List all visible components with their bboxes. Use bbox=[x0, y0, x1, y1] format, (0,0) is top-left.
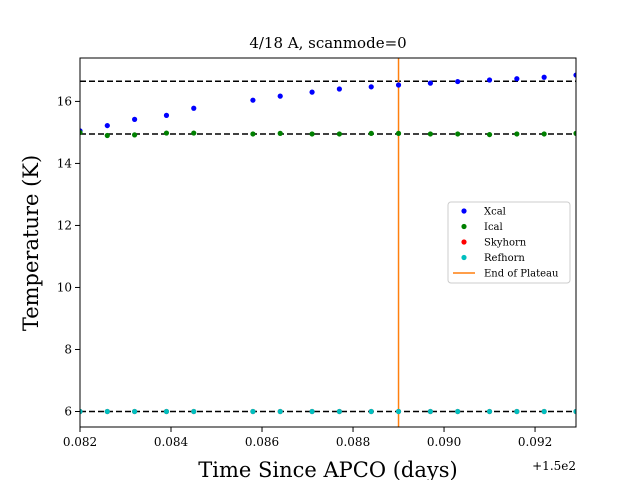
refhorn-point bbox=[395, 408, 402, 415]
ical-point bbox=[277, 130, 283, 136]
ical-point bbox=[104, 132, 110, 139]
refhorn-point bbox=[573, 408, 576, 415]
xcal-point bbox=[573, 72, 576, 78]
y-tick-label: 6 bbox=[64, 404, 72, 418]
xcal-point bbox=[191, 105, 197, 111]
refhorn-point bbox=[455, 408, 461, 415]
refhorn-point bbox=[191, 408, 197, 415]
y-axis: 6 8 10 12 14 16 bbox=[57, 94, 80, 418]
xcal-point bbox=[163, 112, 170, 118]
xcal-point bbox=[368, 84, 374, 90]
refhorn-point bbox=[336, 408, 342, 415]
legend-marker bbox=[461, 254, 467, 261]
legend-label: Refhorn bbox=[484, 253, 525, 264]
ical-point bbox=[336, 131, 342, 137]
xcal-point bbox=[514, 76, 520, 82]
y-tick-label: 8 bbox=[64, 342, 72, 356]
refhorn-point bbox=[427, 408, 433, 415]
chart-title: 4/18 A, scanmode=0 bbox=[249, 34, 406, 52]
ical-point bbox=[573, 130, 576, 136]
refhorn-point bbox=[163, 408, 170, 415]
legend-marker bbox=[461, 208, 467, 214]
refhorn-point bbox=[80, 408, 83, 415]
ical-point bbox=[514, 131, 520, 137]
legend-marker bbox=[461, 239, 467, 245]
ical-point bbox=[191, 130, 197, 136]
y-tick-label: 10 bbox=[57, 280, 72, 294]
refhorn-point bbox=[368, 408, 374, 415]
ical-point bbox=[368, 130, 374, 136]
legend-label: Skyhorn bbox=[484, 238, 527, 249]
legend-label: Xcal bbox=[484, 207, 506, 218]
refhorn-point bbox=[541, 408, 547, 415]
ical-point bbox=[395, 130, 402, 136]
x-axis: 0.082 0.084 0.086 0.088 0.090 0.092 bbox=[63, 427, 552, 449]
ical-point bbox=[80, 129, 83, 136]
ical-point bbox=[427, 131, 433, 137]
x-offset-label: +1.5e2 bbox=[532, 459, 576, 473]
refhorn-point bbox=[250, 408, 256, 415]
xcal-point bbox=[486, 77, 493, 83]
ical-point bbox=[309, 131, 315, 137]
y-axis-label: Temperature (K) bbox=[19, 155, 43, 331]
legend: Xcal Ical Skyhorn Refhorn End of Plateau bbox=[447, 201, 571, 284]
x-tick-label: 0.092 bbox=[518, 435, 552, 449]
y-tick-label: 12 bbox=[57, 218, 72, 232]
legend-box bbox=[447, 201, 571, 284]
xcal-point bbox=[336, 86, 342, 92]
x-tick-label: 0.082 bbox=[63, 435, 97, 449]
x-tick-label: 0.084 bbox=[154, 435, 189, 449]
xcal-point bbox=[395, 82, 402, 88]
plot-frame bbox=[79, 57, 577, 428]
plot-area bbox=[80, 58, 576, 427]
ical-point bbox=[163, 130, 170, 136]
refhorn-point bbox=[132, 408, 138, 415]
refhorn-point bbox=[514, 408, 520, 415]
x-tick-label: 0.086 bbox=[245, 435, 279, 449]
x-axis-label: Time Since APCO (days) bbox=[198, 458, 457, 480]
refhorn-point bbox=[309, 408, 315, 415]
refhorn-point bbox=[277, 408, 283, 415]
xcal-point bbox=[455, 78, 461, 85]
x-tick-label: 0.088 bbox=[336, 435, 370, 449]
xcal-point bbox=[250, 97, 256, 103]
ical-point bbox=[541, 131, 547, 137]
ical-point bbox=[250, 131, 256, 137]
xcal-point bbox=[104, 122, 110, 129]
xcal-point bbox=[309, 89, 315, 95]
y-tick-label: 14 bbox=[57, 156, 73, 170]
legend-label: Ical bbox=[484, 222, 503, 233]
legend-label: End of Plateau bbox=[484, 269, 559, 280]
ical-point bbox=[486, 131, 493, 138]
refhorn-point bbox=[104, 408, 110, 415]
xcal-point bbox=[541, 74, 547, 80]
ical-point bbox=[132, 132, 138, 138]
xcal-point bbox=[427, 80, 433, 86]
ical-point bbox=[455, 131, 461, 137]
xcal-point bbox=[277, 93, 283, 99]
refhorn-point bbox=[486, 408, 493, 415]
xcal-point bbox=[132, 116, 138, 122]
legend-marker bbox=[461, 223, 467, 230]
x-tick-label: 0.090 bbox=[427, 435, 461, 449]
y-tick-label: 16 bbox=[57, 94, 72, 108]
